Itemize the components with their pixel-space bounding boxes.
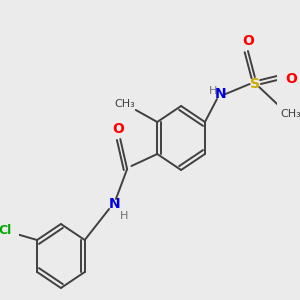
Text: H: H [120, 211, 129, 221]
Text: H: H [209, 86, 218, 96]
Text: O: O [242, 34, 254, 48]
Text: O: O [285, 72, 297, 86]
Text: S: S [250, 77, 260, 91]
Text: N: N [214, 87, 226, 101]
Text: CH₃: CH₃ [280, 109, 300, 119]
Text: CH₃: CH₃ [114, 99, 135, 109]
Text: N: N [108, 197, 120, 211]
Text: O: O [112, 122, 124, 136]
Text: Cl: Cl [0, 224, 12, 236]
